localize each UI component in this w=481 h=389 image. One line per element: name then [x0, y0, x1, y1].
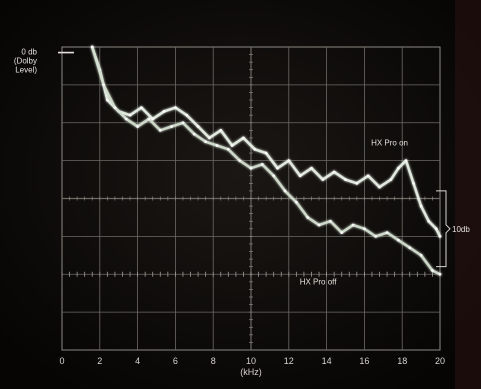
data-point [272, 174, 276, 178]
data-point [434, 227, 438, 231]
data-point [344, 178, 347, 181]
data-point [419, 204, 423, 208]
data-point [174, 106, 177, 109]
data-point [147, 117, 151, 121]
data-point [294, 200, 298, 204]
trace-hx-pro-off [90, 45, 442, 276]
data-point [283, 189, 287, 193]
x-tick-label: 2 [97, 356, 102, 366]
data-point [310, 166, 313, 170]
data-point [378, 185, 381, 189]
data-point [363, 227, 366, 231]
data-point [242, 136, 245, 140]
data-point [287, 159, 291, 163]
reference-level-line-1: 0 db [21, 48, 37, 57]
data-point [238, 159, 242, 163]
data-point [253, 147, 257, 151]
data-point [419, 253, 423, 257]
data-point [185, 113, 189, 117]
data-point [438, 234, 442, 238]
data-point [151, 117, 155, 121]
x-tick-label: 10 [246, 356, 256, 366]
data-point [276, 166, 279, 170]
data-point [438, 272, 442, 276]
x-axis-label: (kHz) [240, 367, 262, 377]
data-point [181, 121, 185, 125]
data-point [408, 246, 412, 250]
data-point [162, 109, 166, 113]
data-point [374, 234, 378, 238]
data-point [397, 166, 400, 170]
data-point [170, 125, 174, 128]
data-point [340, 231, 344, 234]
data-point [264, 151, 268, 155]
data-point [136, 125, 140, 128]
data-point [249, 166, 253, 170]
data-point [139, 106, 143, 109]
data-point [219, 128, 223, 132]
data-point [105, 98, 109, 102]
data-point [385, 231, 389, 234]
x-tick-label: 8 [211, 356, 216, 366]
x-tick-label: 20 [435, 356, 445, 366]
data-point [389, 178, 393, 181]
x-tick-label: 4 [135, 356, 140, 366]
data-point [431, 269, 434, 272]
reference-level-line-2: (Dolby [14, 57, 37, 66]
data-point [208, 136, 211, 140]
data-point [351, 223, 355, 227]
x-tick-label: 12 [284, 356, 294, 366]
x-tick-label: 0 [59, 356, 64, 366]
data-point [230, 144, 234, 147]
data-point [90, 45, 94, 49]
x-tick-label: 6 [173, 356, 178, 366]
right-bezel-edge [455, 0, 481, 389]
data-point [192, 132, 196, 136]
data-point [298, 174, 302, 178]
data-point [412, 181, 415, 185]
x-tick-label: 14 [322, 356, 332, 366]
x-tick-label: 16 [359, 356, 369, 366]
data-point [113, 106, 117, 109]
data-point [226, 147, 230, 151]
data-point [321, 178, 325, 181]
data-point [366, 174, 370, 178]
series-label-hx-pro-on: HX Pro on [371, 138, 408, 147]
data-point [215, 144, 219, 147]
data-point [260, 163, 264, 166]
data-point [196, 125, 200, 128]
scale-bracket-label: 10db [452, 225, 470, 234]
reference-level-label: 0 db (Dolby Level) [14, 48, 74, 75]
x-tick-labels: 0 2 4 6 8 10 12 14 16 18 20 [59, 356, 445, 366]
traces [90, 45, 442, 276]
data-point [328, 219, 332, 223]
data-point [128, 113, 132, 117]
data-point [158, 128, 162, 132]
series-label-hx-pro-off: HX Pro off [300, 277, 338, 286]
data-point [204, 140, 208, 144]
x-tick-label: 18 [397, 356, 407, 366]
data-point [102, 83, 105, 87]
scale-bracket-line [436, 190, 451, 268]
data-point [317, 223, 321, 227]
data-point [397, 238, 400, 242]
data-point [427, 219, 431, 223]
data-point [404, 159, 408, 163]
scale-bracket: 10db [436, 190, 470, 268]
data-point [332, 170, 336, 174]
reference-level-line-3: Level) [15, 66, 37, 75]
graticule-grid [61, 47, 440, 350]
data-point [306, 216, 310, 219]
data-point [355, 181, 359, 185]
data-point [124, 117, 128, 121]
